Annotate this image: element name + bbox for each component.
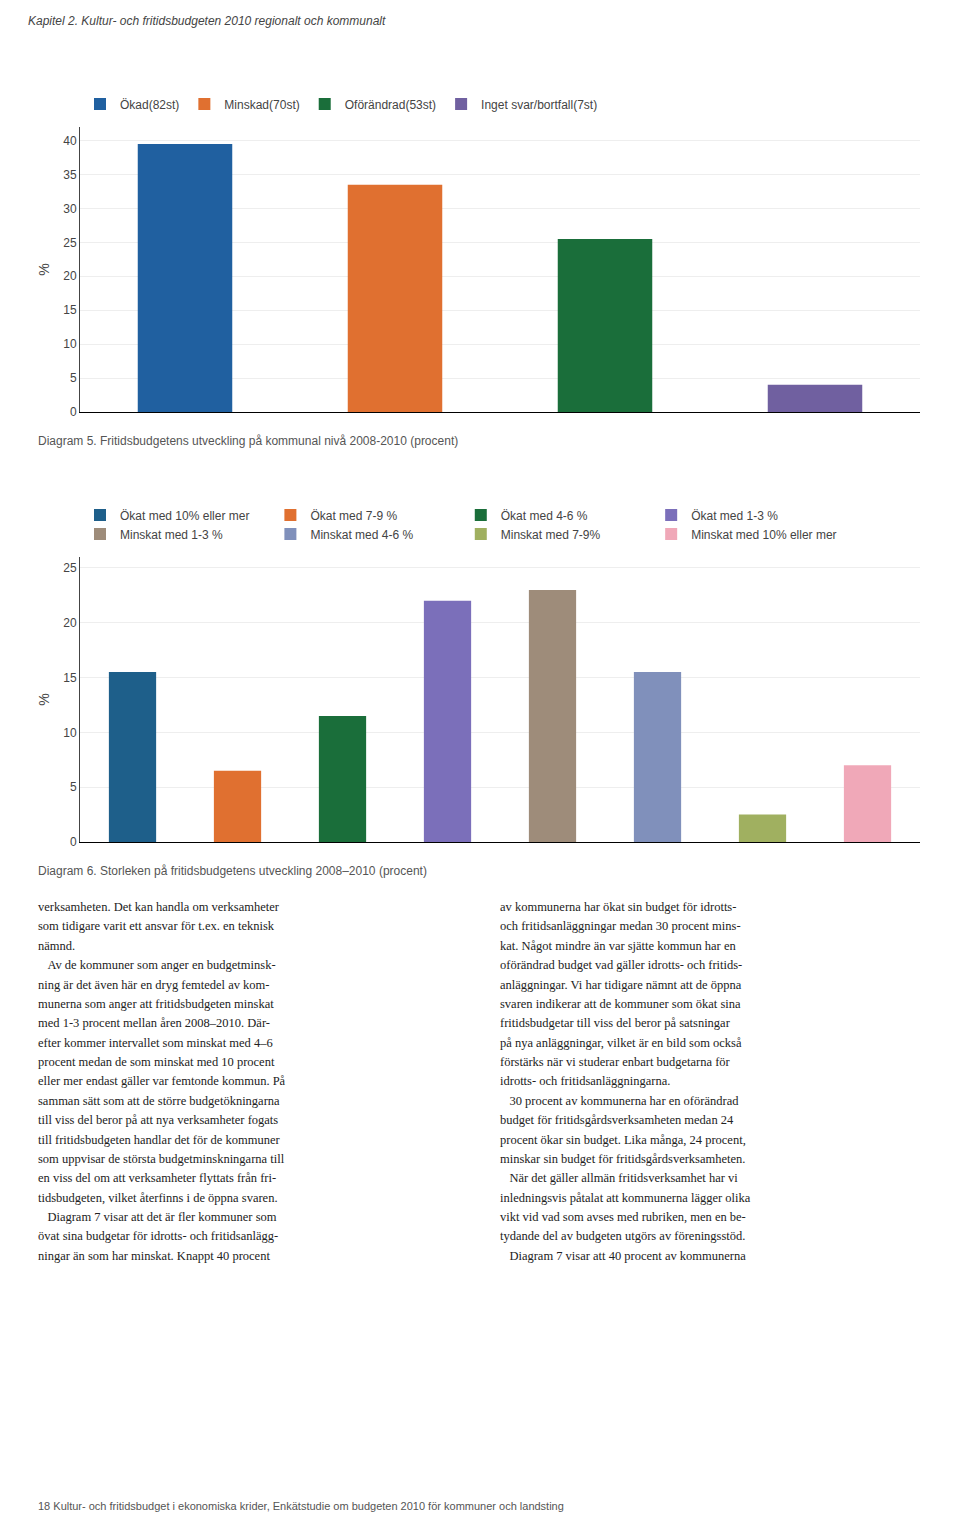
svg-text:25: 25 bbox=[63, 236, 77, 250]
svg-text:15: 15 bbox=[63, 303, 77, 317]
svg-text:25: 25 bbox=[63, 561, 77, 575]
svg-text:Ökat med 4-6 %: Ökat med 4-6 % bbox=[501, 509, 588, 523]
svg-text:%: % bbox=[36, 693, 52, 705]
svg-text:40: 40 bbox=[63, 134, 77, 148]
svg-text:Ökat med 1-3 %: Ökat med 1-3 % bbox=[691, 509, 778, 523]
svg-text:30: 30 bbox=[63, 202, 77, 216]
svg-text:10: 10 bbox=[63, 726, 77, 740]
svg-text:10: 10 bbox=[63, 337, 77, 351]
svg-text:0: 0 bbox=[70, 405, 77, 419]
svg-text:5: 5 bbox=[70, 780, 77, 794]
html-text:av kommunerna har ökat sin bud: av kommunerna har ökat sin budget för id… bbox=[500, 900, 751, 1263]
html-text:Kapitel 2. Kultur- och fritids: Kapitel 2. Kultur- och fritidsbudgeten 2… bbox=[28, 14, 386, 28]
svg-text:Inget svar/bortfall(7st): Inget svar/bortfall(7st) bbox=[481, 98, 597, 112]
svg-text:5: 5 bbox=[70, 371, 77, 385]
svg-text:Ökad(82st): Ökad(82st) bbox=[120, 98, 179, 112]
html-text:Diagram 6. Storleken på fritid: Diagram 6. Storleken på fritidsbudgetens… bbox=[38, 864, 427, 878]
svg-text:Ökat med 10% eller mer: Ökat med 10% eller mer bbox=[120, 509, 249, 523]
svg-text:Oförändrad(53st): Oförändrad(53st) bbox=[345, 98, 436, 112]
html-text:Diagram 5. Fritidsbudgetens ut: Diagram 5. Fritidsbudgetens utveckling p… bbox=[38, 434, 459, 448]
svg-text:Minskat med 7-9%: Minskat med 7-9% bbox=[501, 528, 601, 542]
svg-text:35: 35 bbox=[63, 168, 77, 182]
svg-text:20: 20 bbox=[63, 616, 77, 630]
html-text:18 Kultur- och fritidsbudget i: 18 Kultur- och fritidsbudget i ekonomisk… bbox=[38, 1500, 564, 1512]
html-text:verksamheten. Det kan handla o: verksamheten. Det kan handla om verksamh… bbox=[38, 900, 286, 1263]
svg-text:15: 15 bbox=[63, 671, 77, 685]
svg-text:0: 0 bbox=[70, 835, 77, 849]
svg-text:20: 20 bbox=[63, 269, 77, 283]
svg-text:%: % bbox=[36, 263, 52, 275]
svg-text:Minskat med 1-3 %: Minskat med 1-3 % bbox=[120, 528, 223, 542]
svg-text:Minskad(70st): Minskad(70st) bbox=[224, 98, 299, 112]
svg-text:Minskat med 4-6 %: Minskat med 4-6 % bbox=[310, 528, 413, 542]
svg-text:Minskat med 10% eller mer: Minskat med 10% eller mer bbox=[691, 528, 836, 542]
svg-text:Ökat med 7-9 %: Ökat med 7-9 % bbox=[310, 509, 397, 523]
